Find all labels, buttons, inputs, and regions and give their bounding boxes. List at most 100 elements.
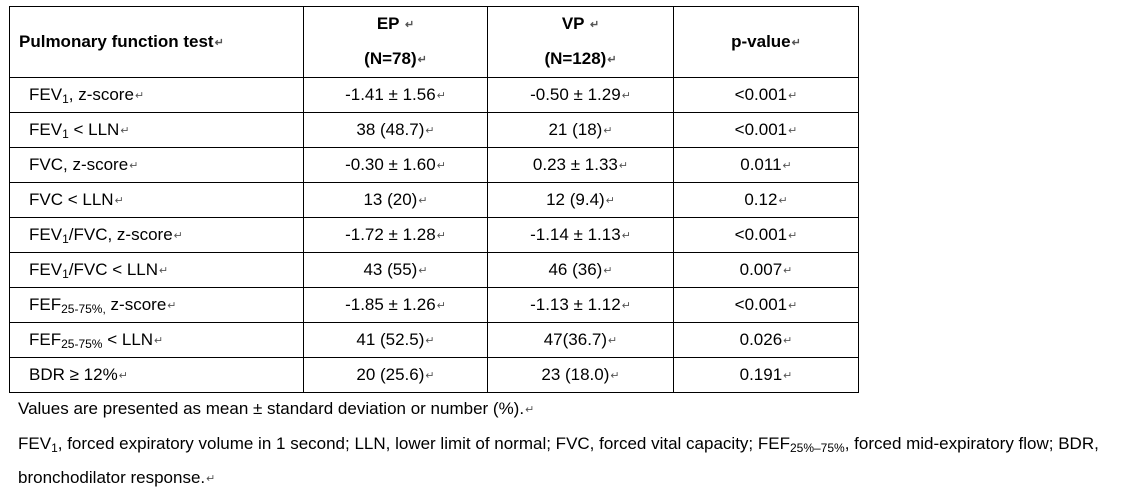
return-mark-icon: ↵ bbox=[605, 195, 615, 207]
ep-value-text: 20 (25.6) bbox=[356, 365, 425, 384]
return-mark-icon: ↵ bbox=[778, 195, 788, 207]
table-notes: Values are presented as mean ± standard … bbox=[18, 392, 1118, 496]
row-name-text: FEF bbox=[29, 330, 62, 349]
return-mark-icon: ↵ bbox=[418, 265, 428, 277]
p-value-text: 0.007 bbox=[739, 260, 783, 279]
header-p-label: p-value bbox=[731, 32, 791, 51]
p-value-text: 0.191 bbox=[739, 365, 783, 384]
p-value: <0.001↵ bbox=[673, 112, 859, 148]
vp-value-text: -1.14 ± 1.13 bbox=[530, 225, 621, 244]
vp-value-text: 23 (18.0) bbox=[541, 365, 610, 384]
vp-value: -0.50 ± 1.29↵ bbox=[487, 77, 674, 113]
ep-value-text: -1.41 ± 1.56 bbox=[345, 85, 436, 104]
vp-value: 46 (36)↵ bbox=[487, 252, 674, 288]
vp-value-text: 47(36.7) bbox=[543, 330, 608, 349]
return-mark-icon: ↵ bbox=[783, 335, 793, 347]
header-vp-n: (N=128) bbox=[544, 49, 607, 68]
row-label: FEV1, z-score↵ bbox=[9, 77, 304, 113]
return-mark-icon: ↵ bbox=[417, 54, 427, 66]
ep-value: 38 (48.7)↵ bbox=[303, 112, 488, 148]
ep-value: -1.85 ± 1.26↵ bbox=[303, 287, 488, 323]
row-name-suffix: /FVC, z-score bbox=[68, 225, 173, 244]
ep-value: -1.41 ± 1.56↵ bbox=[303, 77, 488, 113]
ep-value: 13 (20)↵ bbox=[303, 182, 488, 218]
return-mark-icon: ↵ bbox=[621, 230, 631, 242]
row-label: FEF25-75% < LLN↵ bbox=[9, 322, 304, 358]
return-mark-icon: ↵ bbox=[589, 19, 600, 31]
p-value-text: <0.001 bbox=[734, 295, 788, 314]
return-mark-icon: ↵ bbox=[159, 265, 169, 277]
return-mark-icon: ↵ bbox=[425, 335, 435, 347]
return-mark-icon: ↵ bbox=[129, 160, 139, 172]
note-fev-sub: 1 bbox=[51, 441, 58, 455]
row-name-text: FEF bbox=[29, 295, 62, 314]
row-name-suffix: z-score bbox=[105, 295, 167, 314]
return-mark-icon: ↵ bbox=[603, 125, 613, 137]
return-mark-icon: ↵ bbox=[418, 195, 428, 207]
row-name-suffix: , z-score bbox=[68, 85, 134, 104]
row-label: FVC, z-score↵ bbox=[9, 147, 304, 183]
row-name-subscript: 25-75% bbox=[61, 337, 103, 351]
return-mark-icon: ↵ bbox=[425, 125, 435, 137]
vp-value: 0.23 ± 1.33↵ bbox=[487, 147, 674, 183]
ep-value: 20 (25.6)↵ bbox=[303, 357, 488, 393]
header-test: Pulmonary function test↵ bbox=[9, 6, 304, 78]
ep-value: 43 (55)↵ bbox=[303, 252, 488, 288]
vp-value-text: -0.50 ± 1.29 bbox=[530, 85, 621, 104]
ep-value-text: 13 (20) bbox=[363, 190, 418, 209]
vp-value-text: 0.23 ± 1.33 bbox=[532, 155, 618, 174]
p-value: 0.191↵ bbox=[673, 357, 859, 393]
row-name-subscript: 1 bbox=[62, 232, 69, 246]
row-label: FVC < LLN↵ bbox=[9, 182, 304, 218]
return-mark-icon: ↵ bbox=[783, 370, 793, 382]
header-test-label: Pulmonary function test bbox=[19, 32, 214, 51]
return-mark-icon: ↵ bbox=[154, 335, 164, 347]
row-name-suffix: /FVC < LLN bbox=[68, 260, 159, 279]
return-mark-icon: ↵ bbox=[607, 54, 617, 66]
table-row: FEF25-75%, z-score↵ -1.85 ± 1.26↵ -1.13 ± … bbox=[9, 287, 859, 323]
ep-value-text: -1.72 ± 1.28 bbox=[345, 225, 436, 244]
vp-value: 23 (18.0)↵ bbox=[487, 357, 674, 393]
note-values: Values are presented as mean ± standard … bbox=[18, 392, 1118, 427]
ep-value-text: -0.30 ± 1.60 bbox=[345, 155, 436, 174]
row-name-subscript: 1 bbox=[62, 267, 69, 281]
ep-value: -0.30 ± 1.60↵ bbox=[303, 147, 488, 183]
row-label: FEV1 < LLN↵ bbox=[9, 112, 304, 148]
row-name-text: FEV bbox=[29, 120, 63, 139]
return-mark-icon: ↵ bbox=[618, 160, 629, 172]
header-ep: EP ↵ (N=78)↵ bbox=[303, 6, 488, 78]
row-label: FEV1/FVC < LLN↵ bbox=[9, 252, 304, 288]
vp-value: -1.13 ± 1.12↵ bbox=[487, 287, 674, 323]
vp-value: 47(36.7)↵ bbox=[487, 322, 674, 358]
p-value: 0.026↵ bbox=[673, 322, 859, 358]
table-row: FEV1 < LLN↵ 38 (48.7)↵ 21 (18)↵ <0.001↵ bbox=[9, 112, 859, 148]
vp-value-text: 21 (18) bbox=[548, 120, 603, 139]
ep-value-text: 43 (55) bbox=[363, 260, 418, 279]
header-p: p-value↵ bbox=[673, 6, 859, 78]
vp-value-text: 46 (36) bbox=[548, 260, 603, 279]
note-abbrev-text: , forced expiratory volume in 1 second; … bbox=[57, 434, 790, 453]
return-mark-icon: ↵ bbox=[525, 404, 535, 416]
row-name-text: FVC, z-score bbox=[29, 155, 129, 174]
return-mark-icon: ↵ bbox=[120, 125, 130, 137]
p-value-text: <0.001 bbox=[734, 85, 788, 104]
return-mark-icon: ↵ bbox=[788, 230, 798, 242]
row-name-text: FEV bbox=[29, 225, 63, 244]
return-mark-icon: ↵ bbox=[436, 230, 446, 242]
row-name-text: FEV bbox=[29, 85, 63, 104]
p-value: <0.001↵ bbox=[673, 287, 859, 323]
header-row: Pulmonary function test↵ EP ↵ (N=78)↵ VP… bbox=[9, 6, 859, 78]
note-fev: FEV bbox=[18, 434, 52, 453]
ep-value-text: -1.85 ± 1.26 bbox=[345, 295, 436, 314]
table-row: FEF25-75% < LLN↵ 41 (52.5)↵ 47(36.7)↵ 0.026… bbox=[9, 322, 859, 358]
p-value: 0.007↵ bbox=[673, 252, 859, 288]
table-row: FEV1/FVC < LLN↵ 43 (55)↵ 46 (36)↵ 0.007↵ bbox=[9, 252, 859, 288]
vp-value-text: -1.13 ± 1.12 bbox=[530, 295, 621, 314]
return-mark-icon: ↵ bbox=[788, 125, 798, 137]
return-mark-icon: ↵ bbox=[167, 300, 177, 312]
table-row: FVC < LLN↵ 13 (20)↵ 12 (9.4)↵ 0.12↵ bbox=[9, 182, 859, 218]
row-label: FEV1/FVC, z-score↵ bbox=[9, 217, 304, 253]
vp-value: -1.14 ± 1.13↵ bbox=[487, 217, 674, 253]
note-abbreviations: FEV1, forced expiratory volume in 1 seco… bbox=[18, 427, 1118, 496]
p-value: <0.001↵ bbox=[673, 77, 859, 113]
